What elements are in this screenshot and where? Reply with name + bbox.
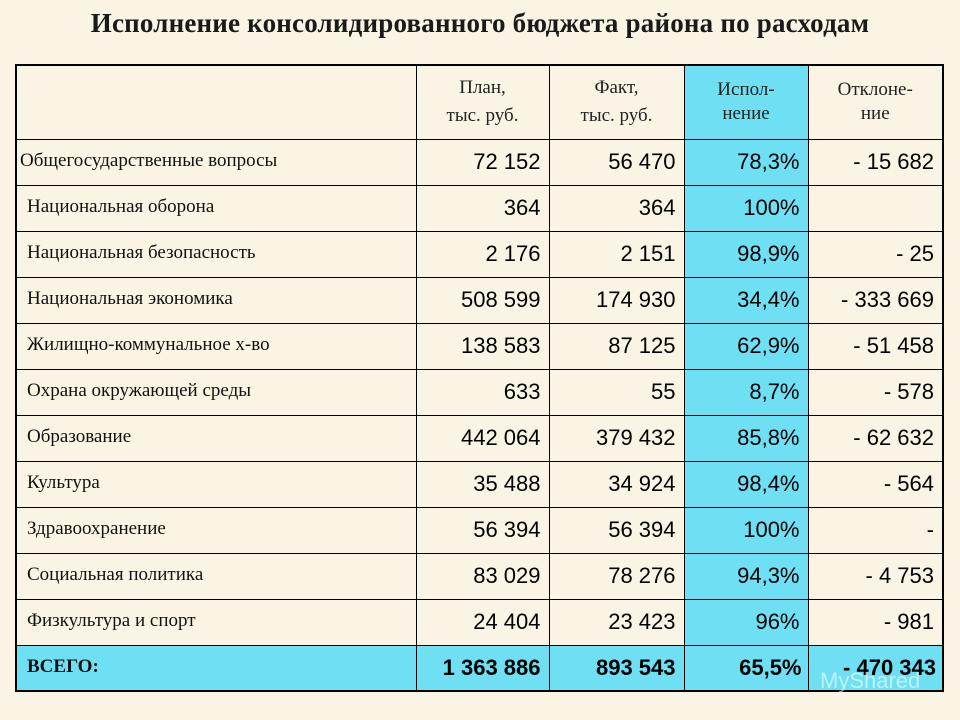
row-plan: 35 488 bbox=[415, 460, 550, 508]
table-row: Национальная оборона 364 364 100% bbox=[15, 184, 944, 232]
row-execution: 8,7% bbox=[683, 368, 809, 416]
row-plan: 138 583 bbox=[415, 322, 550, 370]
table-header-row: План, тыс. руб. Факт, тыс. руб. Испол- н… bbox=[15, 64, 944, 140]
row-fact: 174 930 bbox=[548, 276, 685, 324]
row-deviation: - 333 669 bbox=[807, 276, 944, 324]
row-deviation: - 578 bbox=[807, 368, 944, 416]
header-fact-line1: Факт, bbox=[594, 77, 639, 99]
row-fact: 87 125 bbox=[548, 322, 685, 370]
row-fact: 78 276 bbox=[548, 552, 685, 600]
row-execution: 98,4% bbox=[683, 460, 809, 508]
row-name: Здравоохранение bbox=[15, 506, 417, 554]
row-plan: 83 029 bbox=[415, 552, 550, 600]
row-deviation: - 62 632 bbox=[807, 414, 944, 462]
row-plan: 72 152 bbox=[415, 138, 550, 186]
table-row: Образование 442 064 379 432 85,8% - 62 6… bbox=[15, 414, 944, 462]
table-row: Общегосударственные вопросы 72 152 56 47… bbox=[15, 138, 944, 186]
row-name: Общегосударственные вопросы bbox=[15, 138, 417, 186]
row-execution: 94,3% bbox=[683, 552, 809, 600]
row-execution: 100% bbox=[683, 506, 809, 554]
row-plan: 2 176 bbox=[415, 230, 550, 278]
header-execution: Испол- нение bbox=[683, 64, 809, 140]
row-fact: 2 151 bbox=[548, 230, 685, 278]
row-name: Национальная оборона bbox=[15, 184, 417, 232]
header-category bbox=[15, 64, 417, 140]
header-deviation-line1: Отклоне- bbox=[837, 79, 913, 101]
row-execution: 100% bbox=[683, 184, 809, 232]
row-fact: 34 924 bbox=[548, 460, 685, 508]
row-execution: 34,4% bbox=[683, 276, 809, 324]
header-fact: Факт, тыс. руб. bbox=[548, 64, 685, 140]
row-deviation: - 4 753 bbox=[807, 552, 944, 600]
row-fact: 23 423 bbox=[548, 598, 685, 646]
row-deviation: - 25 bbox=[807, 230, 944, 278]
row-plan: 56 394 bbox=[415, 506, 550, 554]
row-execution: 78,3% bbox=[683, 138, 809, 186]
header-deviation: Отклоне- ние bbox=[807, 64, 944, 140]
row-name: Национальная безопасность bbox=[15, 230, 417, 278]
total-row: ВСЕГО: 1 363 886 893 543 65,5% - 470 343 bbox=[15, 644, 944, 692]
page-title: Исполнение консолидированного бюджета ра… bbox=[90, 8, 870, 38]
table-row: Жилищно-коммунальное х-во 138 583 87 125… bbox=[15, 322, 944, 370]
header-deviation-line2: ние bbox=[860, 103, 890, 125]
header-plan-line2: тыс. руб. bbox=[446, 105, 519, 127]
row-name: Жилищно-коммунальное х-во bbox=[15, 322, 417, 370]
header-execution-line2: нение bbox=[722, 103, 770, 125]
budget-table: План, тыс. руб. Факт, тыс. руб. Испол- н… bbox=[15, 64, 944, 692]
table-row: Культура 35 488 34 924 98,4% - 564 bbox=[15, 460, 944, 508]
table-row: Национальная экономика 508 599 174 930 3… bbox=[15, 276, 944, 324]
table-row: Физкультура и спорт 24 404 23 423 96% - … bbox=[15, 598, 944, 646]
total-label: ВСЕГО: bbox=[15, 644, 417, 692]
total-plan: 1 363 886 bbox=[415, 644, 550, 692]
row-deviation: - 51 458 bbox=[807, 322, 944, 370]
row-fact: 56 394 bbox=[548, 506, 685, 554]
row-fact: 379 432 bbox=[548, 414, 685, 462]
row-plan: 24 404 bbox=[415, 598, 550, 646]
total-deviation: - 470 343 bbox=[807, 644, 944, 692]
row-plan: 633 bbox=[415, 368, 550, 416]
row-deviation bbox=[807, 184, 944, 232]
row-name: Культура bbox=[15, 460, 417, 508]
table-row: Социальная политика 83 029 78 276 94,3% … bbox=[15, 552, 944, 600]
row-fact: 56 470 bbox=[548, 138, 685, 186]
row-deviation: - bbox=[807, 506, 944, 554]
row-plan: 442 064 bbox=[415, 414, 550, 462]
row-name: Образование bbox=[15, 414, 417, 462]
total-fact: 893 543 bbox=[548, 644, 685, 692]
table-row: Национальная безопасность 2 176 2 151 98… bbox=[15, 230, 944, 278]
row-plan: 508 599 bbox=[415, 276, 550, 324]
row-execution: 62,9% bbox=[683, 322, 809, 370]
row-name: Социальная политика bbox=[15, 552, 417, 600]
row-name: Охрана окружающей среды bbox=[15, 368, 417, 416]
table-row: Здравоохранение 56 394 56 394 100% - bbox=[15, 506, 944, 554]
row-deviation: - 15 682 bbox=[807, 138, 944, 186]
header-fact-line2: тыс. руб. bbox=[580, 105, 653, 127]
header-execution-line1: Испол- bbox=[717, 79, 775, 101]
row-execution: 96% bbox=[683, 598, 809, 646]
header-plan: План, тыс. руб. bbox=[415, 64, 550, 140]
header-plan-line1: План, bbox=[459, 77, 506, 99]
row-fact: 364 bbox=[548, 184, 685, 232]
row-fact: 55 bbox=[548, 368, 685, 416]
row-name: Национальная экономика bbox=[15, 276, 417, 324]
row-execution: 98,9% bbox=[683, 230, 809, 278]
table-row: Охрана окружающей среды 633 55 8,7% - 57… bbox=[15, 368, 944, 416]
row-deviation: - 981 bbox=[807, 598, 944, 646]
row-name: Физкультура и спорт bbox=[15, 598, 417, 646]
row-plan: 364 bbox=[415, 184, 550, 232]
row-deviation: - 564 bbox=[807, 460, 944, 508]
row-execution: 85,8% bbox=[683, 414, 809, 462]
total-execution: 65,5% bbox=[683, 644, 809, 692]
